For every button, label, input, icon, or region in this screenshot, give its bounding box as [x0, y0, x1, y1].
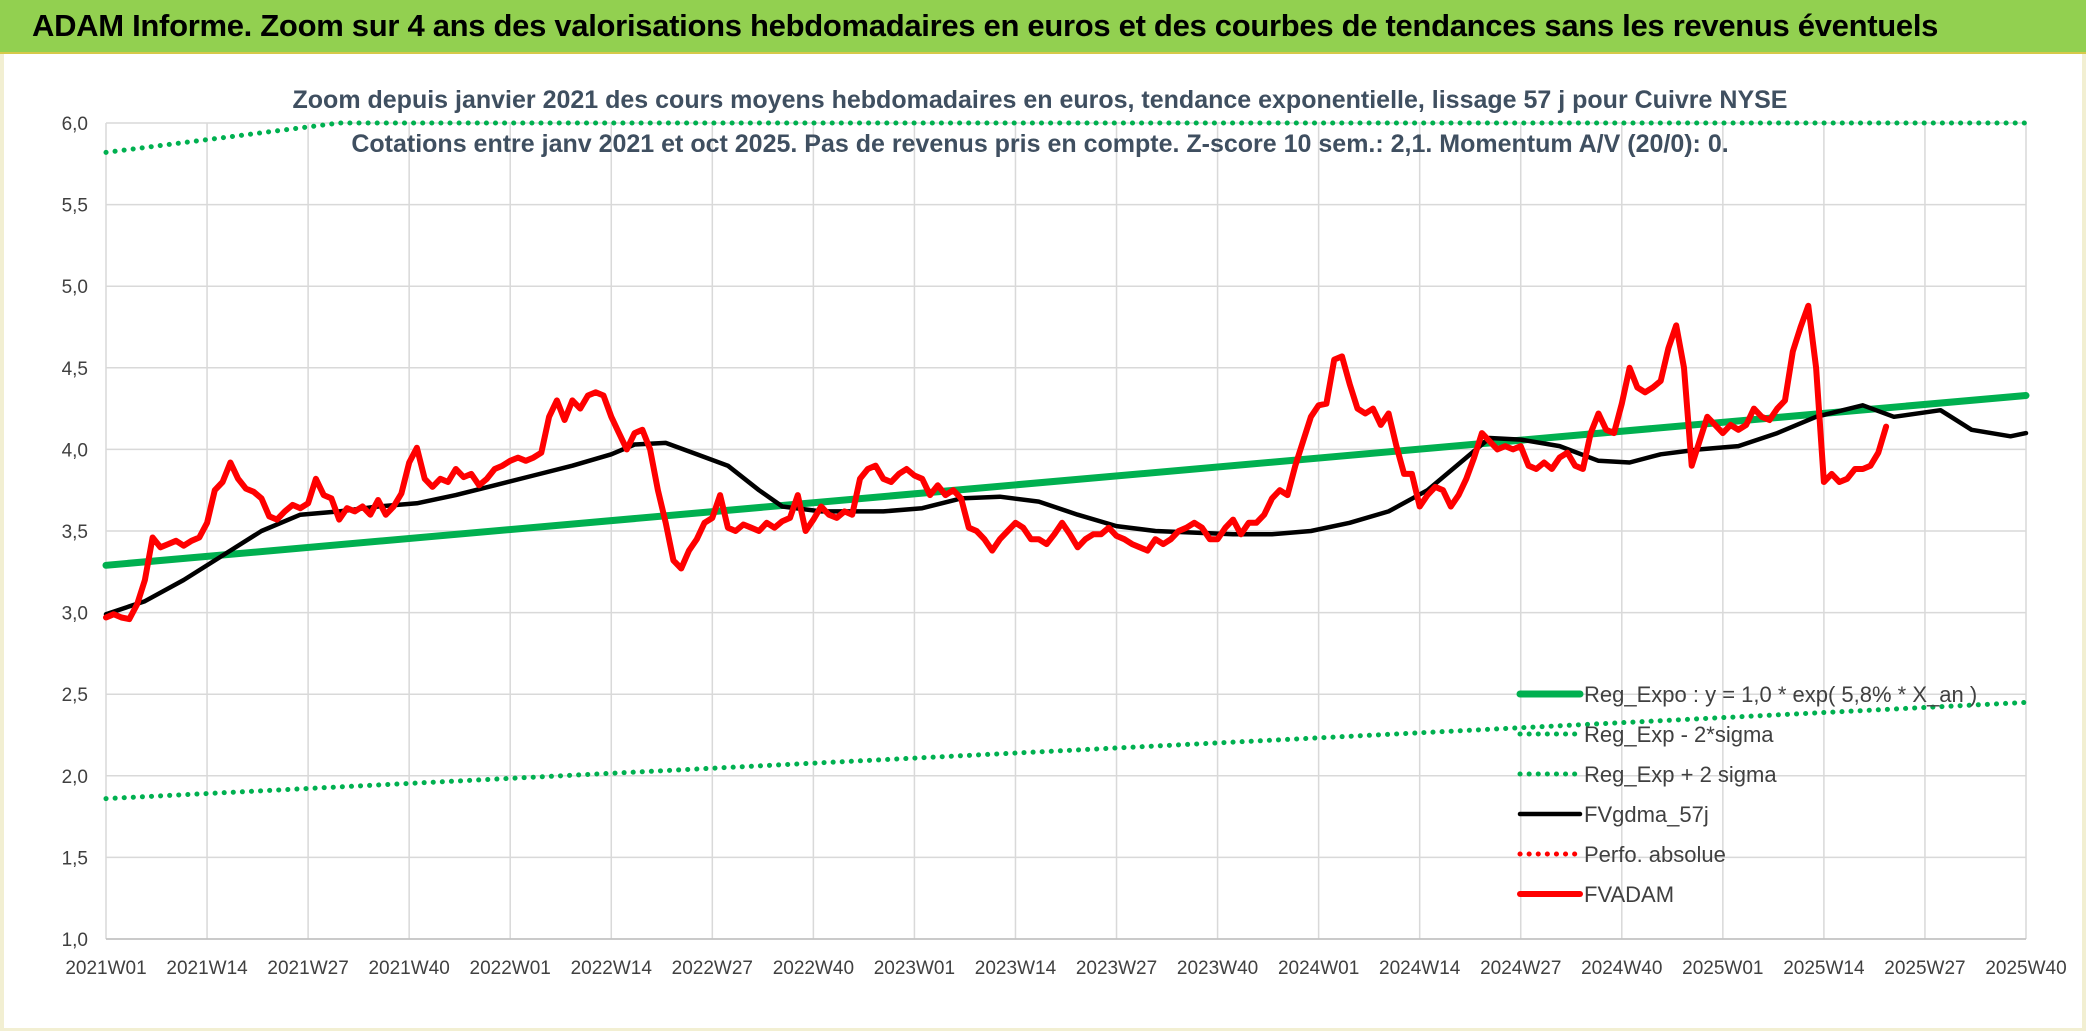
y-tick-label: 1,0 [62, 930, 88, 951]
x-tick-label: 2022W14 [571, 958, 653, 979]
y-tick-label: 1,5 [62, 848, 88, 869]
x-tick-label: 2021W27 [267, 958, 348, 979]
legend-label: Reg_Expo : y = 1,0 * exp( 5,8% * X_an ) [1584, 682, 1977, 707]
x-tick-label: 2022W27 [672, 958, 753, 979]
x-tick-label: 2025W14 [1783, 958, 1865, 979]
x-tick-label: 2025W01 [1682, 958, 1763, 979]
legend-label: Reg_Exp + 2 sigma [1584, 762, 1777, 787]
chart-title-group: Zoom depuis janvier 2021 des cours moyen… [293, 86, 1788, 158]
x-tick-label: 2024W01 [1278, 958, 1359, 979]
series-layer [102, 120, 2030, 802]
x-tick-label: 2024W40 [1581, 958, 1662, 979]
x-tick-label: 2025W27 [1884, 958, 1965, 979]
x-tick-label: 2021W14 [166, 958, 248, 979]
x-tick-label: 2021W40 [368, 958, 449, 979]
series-line-reg-expo-y-1-0-exp-5-8-x-an [102, 392, 2030, 569]
x-tick-label: 2024W14 [1379, 958, 1461, 979]
y-tick-label: 6,0 [62, 114, 88, 135]
x-tick-label: 2022W40 [773, 958, 854, 979]
x-tick-label: 2023W14 [975, 958, 1057, 979]
y-tick-label: 3,0 [62, 604, 88, 625]
series-line-reg-exp-2-sigma [103, 699, 2029, 802]
y-tick-label: 4,5 [62, 359, 88, 380]
frame-border-bottom [0, 1028, 2086, 1031]
y-tick-label: 2,5 [62, 685, 88, 706]
legend-label: Reg_Exp - 2*sigma [1584, 722, 1774, 747]
y-tick-label: 3,5 [62, 522, 88, 543]
y-tick-label: 4,0 [62, 440, 88, 461]
report-header: ADAM Informe. Zoom sur 4 ans des valoris… [0, 0, 2086, 54]
legend-label: FVADAM [1584, 882, 1674, 907]
x-tick-label: 2024W27 [1480, 958, 1561, 979]
x-tick-label: 2023W01 [874, 958, 955, 979]
frame-border-left [0, 54, 4, 1031]
frame-border-right [2082, 54, 2086, 1031]
x-tick-label: 2023W27 [1076, 958, 1157, 979]
x-tick-label: 2022W01 [470, 958, 551, 979]
y-tick-label: 2,0 [62, 767, 88, 788]
series-line-reg-exp-2-sigma [103, 120, 2029, 155]
x-tick-label: 2023W40 [1177, 958, 1258, 979]
axis-labels: 1,0 1,5 2,0 2,5 3,0 3,5 4,0 4,5 5,0 5,5 6,0 2021W01… [62, 114, 2067, 979]
y-tick-label: 5,5 [62, 196, 88, 217]
series-line-fvadam [103, 302, 1890, 623]
x-tick-label: 2021W01 [65, 958, 146, 979]
legend-label: FVgdma_57j [1584, 802, 1709, 827]
x-tick-label: 2025W40 [1985, 958, 2066, 979]
chart-title-line-1: Zoom depuis janvier 2021 des cours moyen… [293, 86, 1788, 114]
series-line-fvgdma-57j [103, 403, 2029, 617]
chart-legend: Reg_Expo : y = 1,0 * exp( 5,8% * X_an ) R… [1516, 682, 1977, 907]
chart-title-line-2: Cotations entre janv 2021 et oct 2025. P… [351, 130, 1728, 158]
report-title: ADAM Informe. Zoom sur 4 ans des valoris… [32, 8, 1939, 43]
legend-label: Perfo. absolue [1584, 842, 1726, 867]
y-tick-label: 5,0 [62, 277, 88, 298]
